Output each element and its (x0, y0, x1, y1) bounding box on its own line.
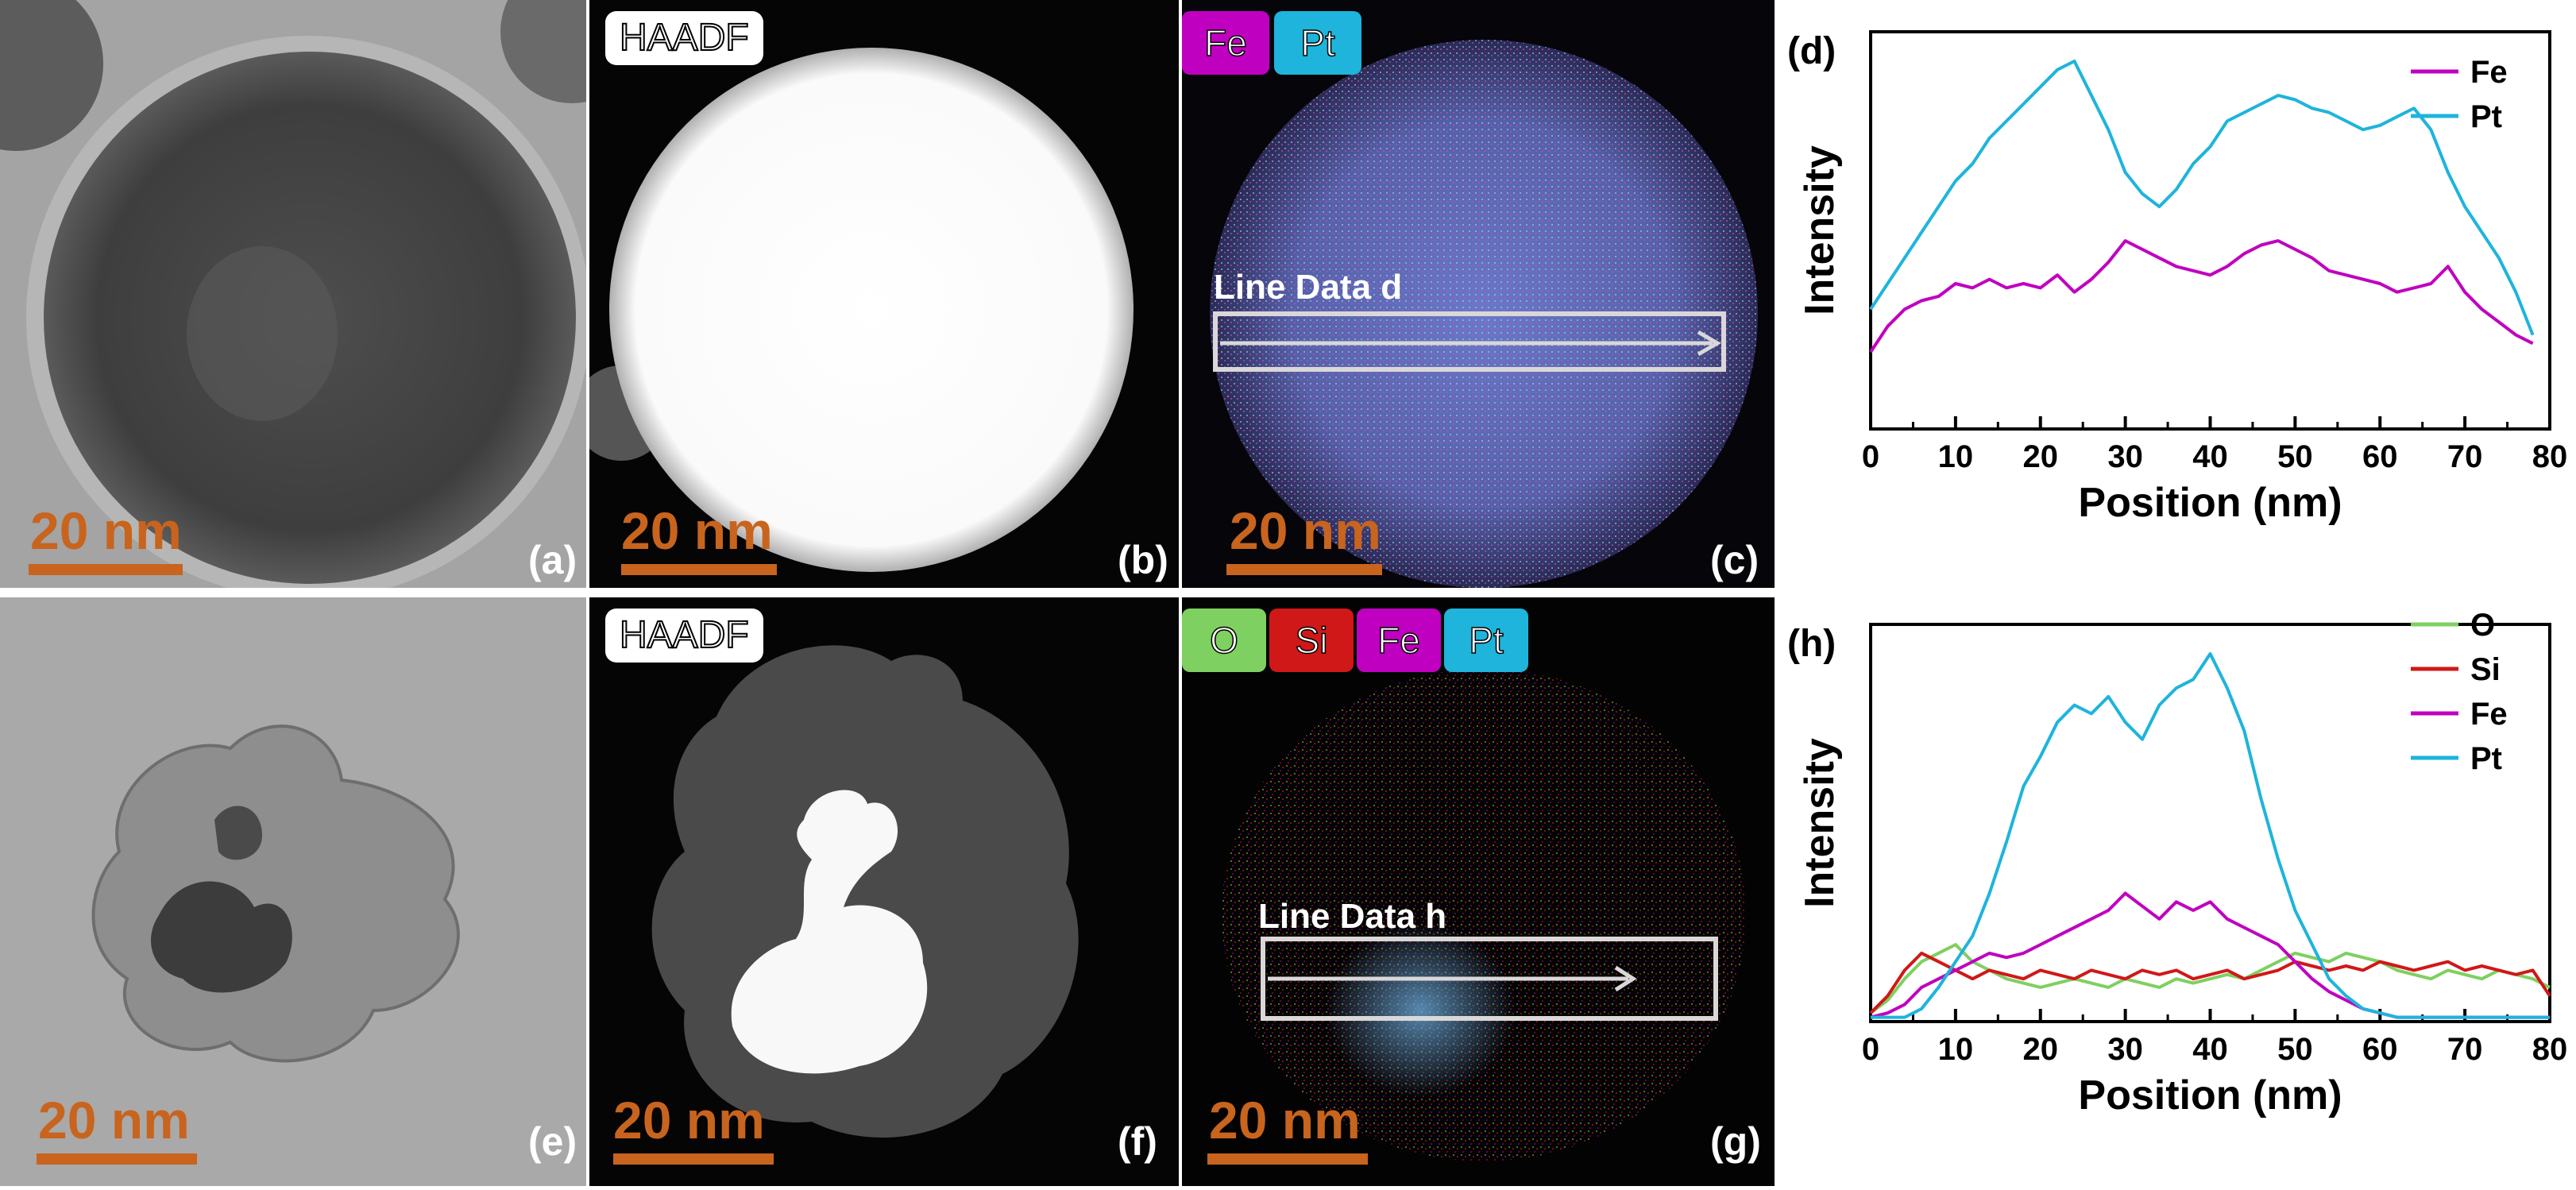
x-tick-label: 60 (2362, 439, 2398, 474)
x-tick-label: 70 (2447, 1032, 2483, 1067)
haadf-badge: HAADF (605, 11, 763, 65)
series-line-o (1869, 943, 2551, 1014)
series-line-pt (1869, 60, 2535, 336)
tem-aggregate-graphic (0, 597, 586, 1186)
x-tick-label: 0 (1862, 439, 1879, 474)
panel-label: (g) (1710, 1119, 1761, 1164)
legend-label-pt: Pt (2470, 741, 2502, 776)
scalebar-label: 20 nm (30, 501, 182, 560)
x-tick-label: 80 (2532, 1032, 2568, 1067)
panel-c-eds-map: Fe Pt Line Data d 20 nm (c) (1182, 0, 1775, 588)
panel-e-tem-image: 20 nm (e) (0, 597, 586, 1186)
eds-map-graphic (1182, 0, 1775, 588)
scalebar (613, 1153, 774, 1165)
element-badge-si: Si (1269, 609, 1354, 672)
plot-h-line-profile: 0 10 20 30 40 50 60 70 80 Position (nm) Intensity (… (1779, 593, 2576, 1186)
panel-label: (a) (528, 538, 577, 582)
panel-a-tem-image: 20 nm (a) (0, 0, 586, 588)
scalebar (621, 564, 777, 575)
element-badge-o: O (1182, 609, 1266, 672)
scalebar-label: 20 nm (1209, 1091, 1361, 1149)
panel-g-eds-map: O Si Fe Pt Line Data h 20 nm (g) (1182, 597, 1775, 1186)
haadf-particle-graphic (589, 0, 1179, 588)
series-line-pt (1871, 652, 2550, 1019)
x-tick-label: 0 (1862, 1032, 1879, 1067)
eds-map-graphic (1182, 597, 1775, 1186)
legend-label-fe: Fe (2470, 55, 2508, 90)
legend-label-si: Si (2470, 652, 2501, 687)
panel-label: (d) (1787, 30, 1836, 72)
legend-label-fe: Fe (2470, 697, 2508, 732)
x-axis-label: Position (nm) (2078, 1072, 2342, 1119)
panel-label: (b) (1118, 538, 1168, 582)
series-line-fe (1870, 891, 2550, 1019)
panel-f-haadf-image: HAADF 20 nm (f) (589, 597, 1179, 1186)
x-tick-label: 40 (2192, 439, 2228, 474)
panel-label: (h) (1787, 623, 1836, 665)
panel-b-haadf-image: HAADF 20 nm (b) (589, 0, 1179, 588)
haadf-aggregate-graphic (589, 597, 1179, 1186)
x-tick-label: 20 (2023, 1032, 2059, 1067)
x-tick-label: 10 (1938, 1032, 1974, 1067)
x-tick-label: 50 (2277, 439, 2313, 474)
scalebar-label: 20 nm (613, 1091, 765, 1149)
panel-label: (e) (528, 1119, 577, 1164)
element-badge-pt: Pt (1274, 11, 1361, 75)
y-axis-label: Intensity (1797, 738, 1843, 908)
legend-label-pt: Pt (2470, 99, 2502, 134)
element-badge-pt: Pt (1444, 609, 1528, 672)
element-badge-fe: Fe (1357, 609, 1441, 672)
x-tick-label: 70 (2447, 439, 2483, 474)
tem-particle-graphic (0, 0, 586, 588)
x-tick-label: 30 (2107, 1032, 2143, 1067)
scalebar-label: 20 nm (1230, 501, 1381, 560)
scalebar (37, 1153, 197, 1165)
line-profile-chart-h: 0 10 20 30 40 50 60 70 80 Position (nm) Intensity (… (1787, 608, 2568, 1119)
plot-frame (1869, 30, 2551, 431)
legend-label-o: O (2470, 608, 2495, 643)
x-tick-label: 10 (1938, 439, 1974, 474)
scalebar (1207, 1153, 1368, 1165)
x-axis-label: Position (nm) (2078, 480, 2342, 526)
haadf-badge: HAADF (605, 609, 763, 663)
line-profile-chart-d: 0 10 20 30 40 50 60 70 80 Position (nm) Intensity (… (1787, 30, 2568, 526)
x-tick-label: 30 (2107, 439, 2143, 474)
line-data-label: Line Data h (1258, 897, 1447, 936)
scalebar (29, 564, 183, 575)
x-tick-label: 20 (2023, 439, 2059, 474)
panel-label: (c) (1710, 538, 1759, 582)
scalebar-label: 20 nm (621, 501, 773, 560)
panel-label: (f) (1118, 1119, 1157, 1164)
line-data-label: Line Data d (1214, 268, 1403, 307)
plot-d-line-profile: 0 10 20 30 40 50 60 70 80 Position (nm) Intensity (… (1779, 0, 2576, 593)
scalebar-label: 20 nm (38, 1091, 190, 1149)
series-line-si (1869, 951, 2551, 1014)
x-tick-label: 60 (2362, 1032, 2398, 1067)
x-tick-label: 50 (2277, 1032, 2313, 1067)
scalebar (1226, 564, 1382, 575)
y-axis-label: Intensity (1797, 145, 1843, 315)
x-tick-label: 80 (2532, 439, 2568, 474)
element-badge-fe: Fe (1182, 11, 1269, 75)
series-line-fe (1869, 239, 2534, 354)
x-tick-label: 40 (2192, 1032, 2228, 1067)
